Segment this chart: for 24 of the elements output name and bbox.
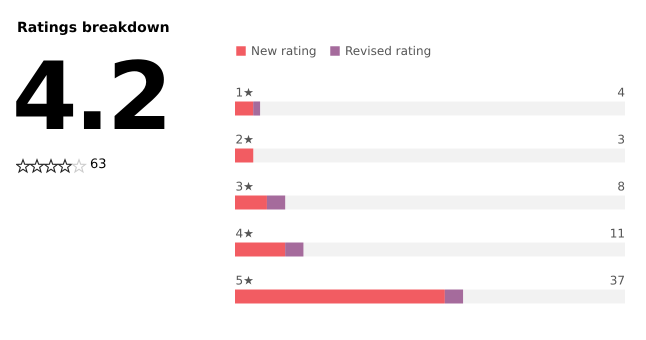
text: 3 — [617, 132, 625, 146]
bar — [266, 195, 286, 210]
bar — [253, 101, 260, 116]
bar — [444, 289, 464, 304]
bar — [235, 242, 286, 257]
text: 4 — [617, 86, 625, 100]
text: 11 — [610, 226, 625, 240]
bar — [235, 101, 254, 116]
text: 8 — [617, 180, 625, 194]
y-tick-label: 5★ — [236, 274, 254, 288]
bar — [235, 289, 445, 304]
text: Ratings breakdown — [17, 20, 170, 36]
bar — [235, 148, 254, 163]
y-tick-label: 4★ — [236, 226, 254, 240]
text: 4.2 — [12, 43, 170, 152]
text: 63 — [90, 157, 107, 172]
text: 37 — [610, 274, 625, 288]
y-tick-label: 2★ — [236, 132, 254, 146]
bar — [235, 195, 267, 210]
y-tick-label: 3★ — [236, 180, 254, 194]
bar — [285, 242, 304, 257]
legend-label: New rating — [251, 44, 317, 58]
legend-label: Revised rating — [345, 44, 432, 58]
y-tick-label: 1★ — [236, 86, 254, 100]
